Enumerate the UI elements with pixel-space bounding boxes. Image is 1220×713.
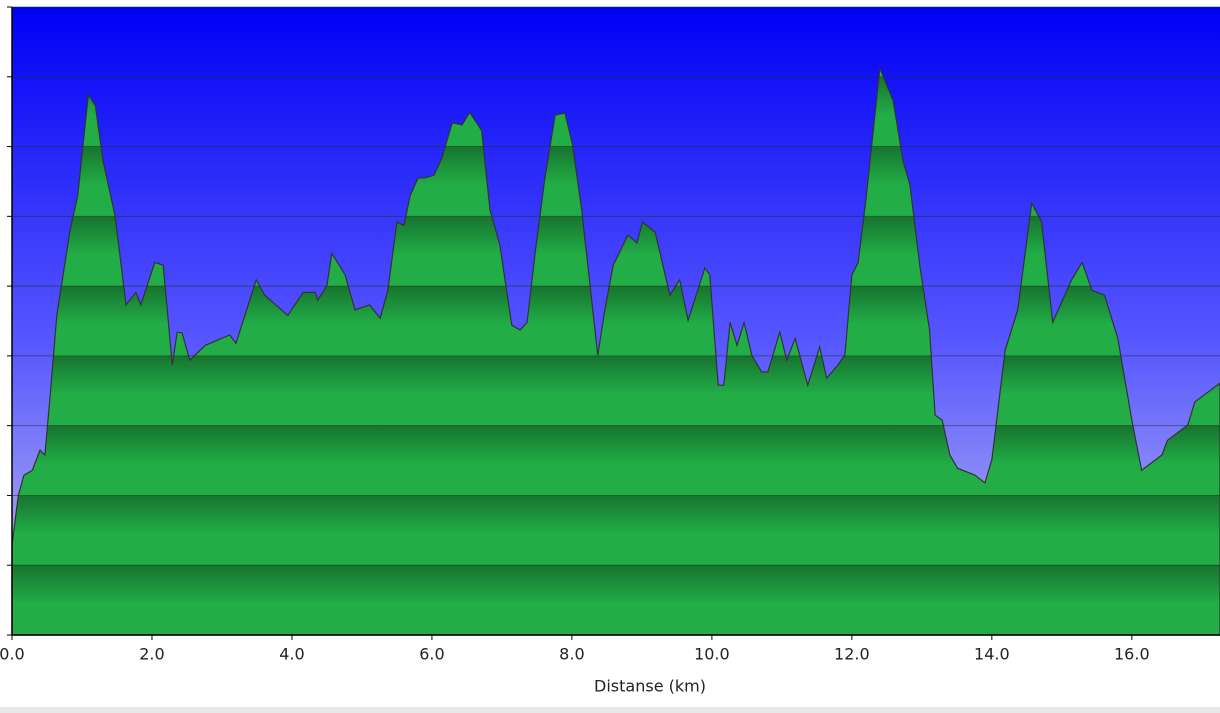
x-tick-label: 0.0 [0,645,25,664]
elevation-area [11,68,1220,636]
x-tick-label: 12.0 [834,645,870,664]
x-tick-label: 2.0 [139,645,164,664]
x-tick-label: 16.0 [1114,645,1150,664]
x-tick-label: 6.0 [419,645,444,664]
x-axis-label: Distanse (km) [594,677,706,696]
x-tick-label: 14.0 [974,645,1010,664]
x-tick-label: 8.0 [559,645,584,664]
x-tick-label: 4.0 [279,645,304,664]
x-tick-label: 10.0 [694,645,730,664]
bottom-strip [0,707,1220,713]
